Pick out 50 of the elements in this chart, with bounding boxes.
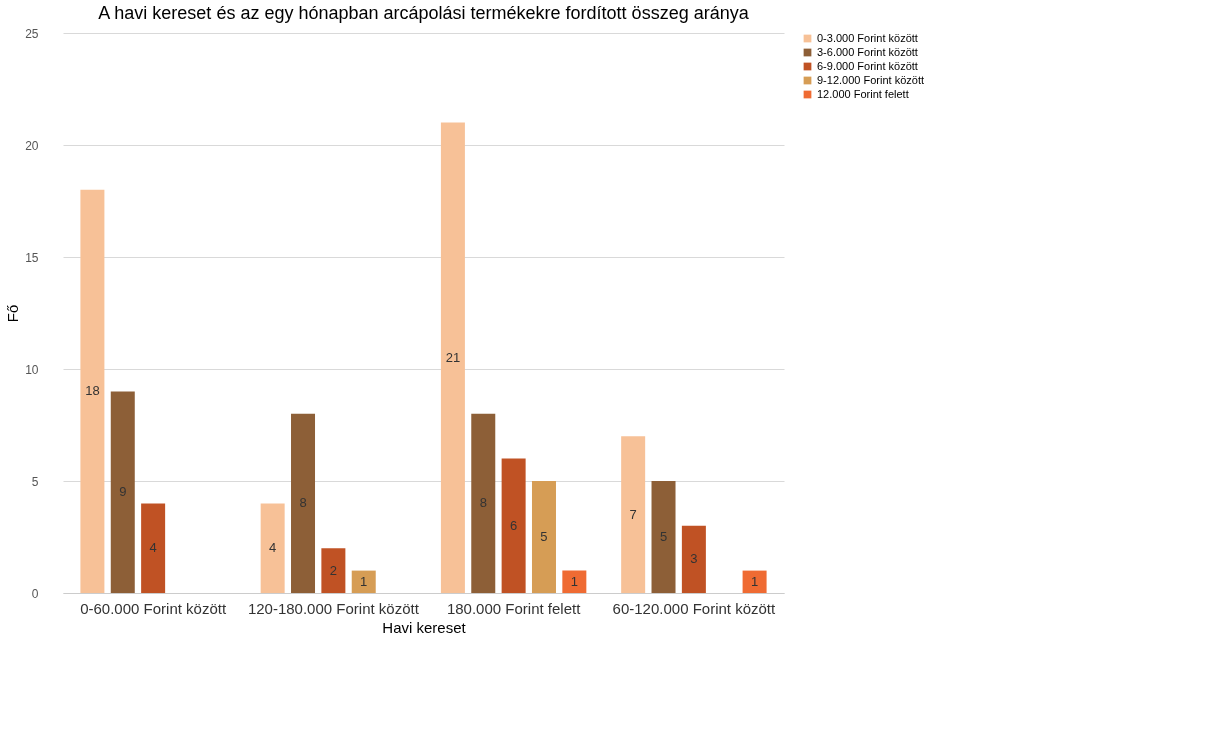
data-label: 3 <box>690 551 698 567</box>
bar <box>471 413 496 593</box>
data-label: 2 <box>329 562 337 578</box>
bar <box>291 413 316 593</box>
y-tick-label: 10 <box>25 362 39 377</box>
y-tick-label: 15 <box>25 250 39 265</box>
y-tick-label: 20 <box>25 138 39 153</box>
data-label: 4 <box>149 540 157 556</box>
bar <box>440 122 465 593</box>
legend-label: 12.000 Forint felett <box>817 87 909 100</box>
bar <box>531 481 556 593</box>
data-label: 1 <box>570 573 578 589</box>
legend-label: 9-12.000 Forint között <box>817 73 925 86</box>
legend-label: 3-6.000 Forint között <box>817 45 918 58</box>
data-label: 5 <box>659 529 668 544</box>
data-label: 8 <box>299 495 307 511</box>
bar <box>80 189 105 593</box>
data-label: 4 <box>269 540 277 556</box>
bar <box>621 436 646 593</box>
bar <box>562 570 587 593</box>
data-label: 18 <box>85 383 100 399</box>
y-tick-label: 5 <box>31 474 39 489</box>
bar <box>651 481 676 593</box>
bar <box>321 548 346 593</box>
data-label: 21 <box>445 349 461 365</box>
data-label: 6 <box>510 517 518 533</box>
data-label: 5 <box>540 529 548 544</box>
data-label: 8 <box>479 495 487 511</box>
x-tick-label: 0-60.000 Forint között <box>80 599 227 617</box>
legend-label: 6-9.000 Forint között <box>817 59 918 72</box>
data-label: 1 <box>360 573 368 589</box>
chart-title: A havi kereset és az egy hónapban arcápolási termékekre fordított összeg aránya <box>98 3 750 23</box>
data-label: 7 <box>629 506 637 522</box>
legend-label: 0-3.000 Forint között <box>817 31 918 44</box>
x-axis-title: Havi kereset <box>382 618 467 636</box>
bar <box>141 503 166 593</box>
y-axis-title: Fő <box>4 304 22 323</box>
bar <box>501 458 526 593</box>
bar <box>110 391 135 593</box>
data-label: 1 <box>750 573 759 589</box>
y-tick-label: 25 <box>25 26 39 41</box>
y-tick-label: 0 <box>31 586 39 601</box>
x-tick-label: 60-120.000 Forint között <box>612 599 776 617</box>
bar <box>351 570 376 593</box>
data-label: 9 <box>119 484 127 500</box>
bar <box>260 503 285 593</box>
x-tick-label: 120-180.000 Forint között <box>247 599 420 617</box>
bar <box>681 525 706 593</box>
bar <box>742 570 767 593</box>
x-tick-label: 180.000 Forint felett <box>446 599 582 617</box>
